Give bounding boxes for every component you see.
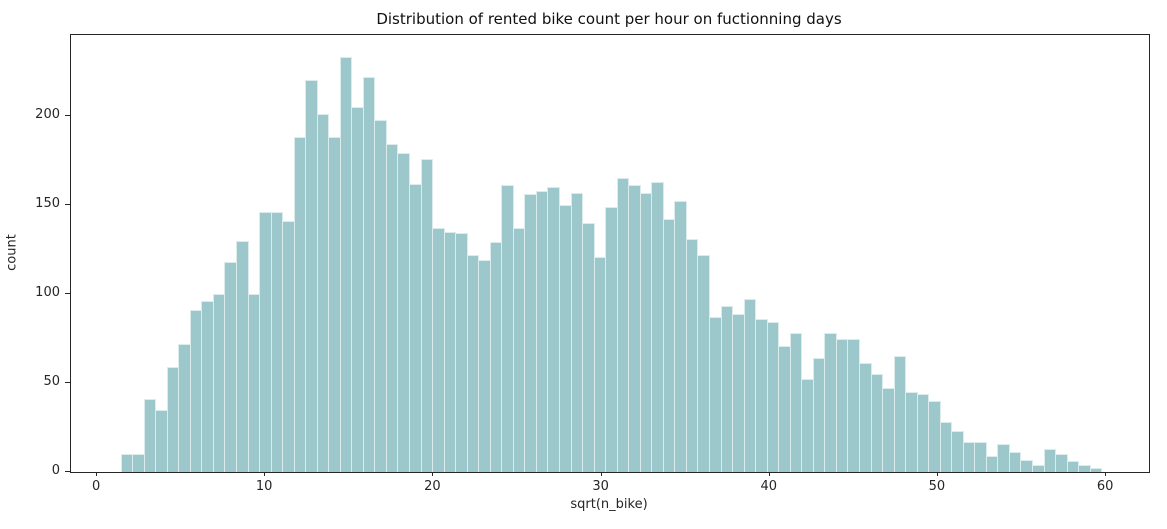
y-tick-mark (65, 382, 70, 383)
y-tick-label: 50 (43, 374, 60, 389)
y-tick-mark (65, 471, 70, 472)
y-tick-mark (65, 204, 70, 205)
chart-title: Distribution of rented bike count per ho… (376, 10, 842, 28)
x-tick-mark (1105, 472, 1107, 476)
y-tick-label: 0 (51, 463, 60, 478)
x-tick-label: 30 (592, 479, 609, 494)
x-tick-mark (264, 472, 266, 476)
x-tick-label: 0 (91, 479, 101, 494)
x-tick-label: 50 (928, 479, 946, 494)
y-tick-mark (65, 115, 70, 116)
x-tick-mark (768, 472, 770, 476)
x-axis-label: sqrt(n_bike) (570, 497, 648, 512)
x-tick-mark (936, 472, 938, 476)
x-tick-label: 60 (1096, 479, 1114, 494)
y-axis-label: count (4, 234, 20, 271)
x-tick-mark (432, 472, 434, 476)
x-tick-label: 10 (255, 479, 273, 494)
x-tick-label: 40 (760, 479, 778, 494)
y-tick-label: 150 (35, 196, 60, 211)
x-tick-mark (96, 472, 98, 476)
y-tick-label: 100 (35, 285, 60, 300)
histogram-bar (1089, 468, 1103, 472)
plot-area (70, 34, 1150, 473)
histogram-bar (1078, 464, 1091, 472)
x-tick-label: 20 (424, 479, 441, 494)
x-tick-mark (600, 472, 602, 476)
y-tick-mark (65, 293, 70, 294)
y-tick-label: 200 (35, 107, 60, 122)
